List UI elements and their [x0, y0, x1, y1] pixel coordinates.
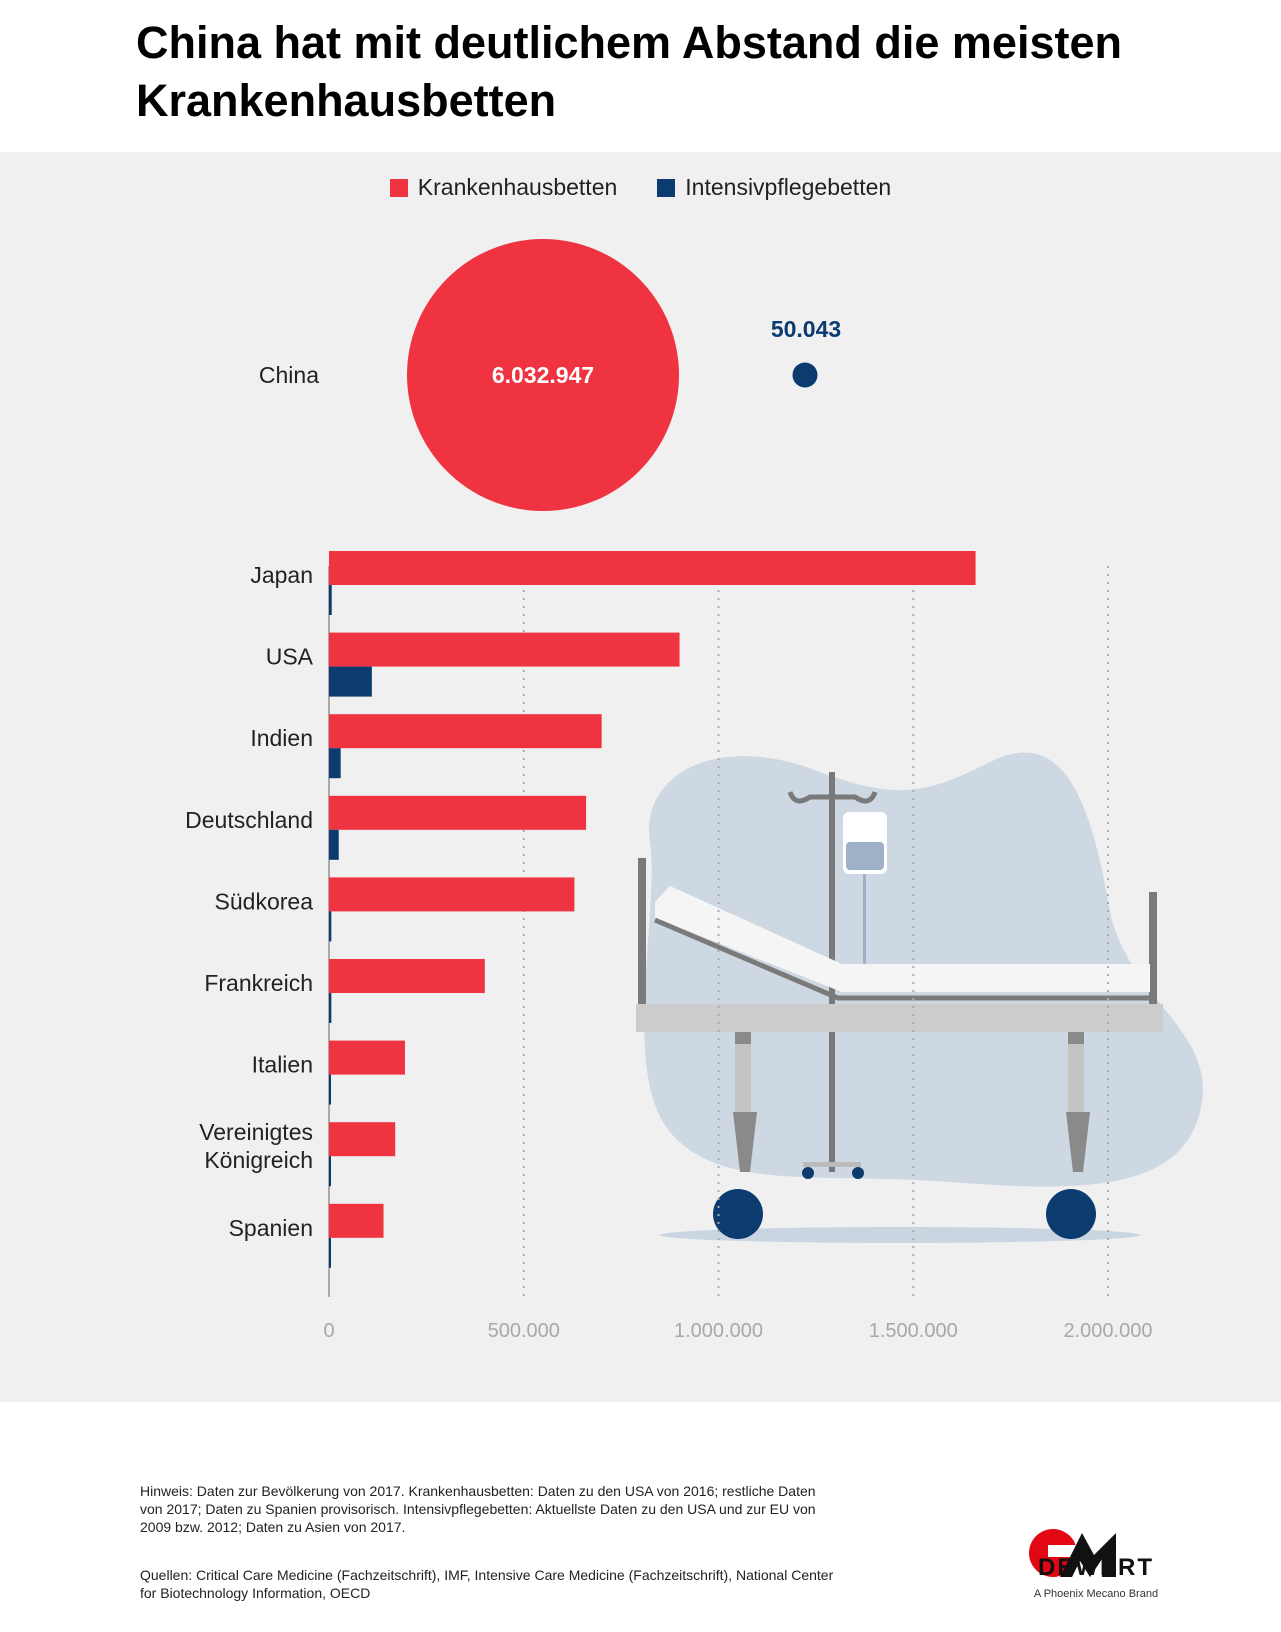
logo-notch	[1048, 1545, 1078, 1557]
bar-krankenhausbetten	[329, 1203, 384, 1238]
bed-frame	[636, 1004, 1163, 1032]
category-label: Spanien	[229, 1215, 313, 1241]
bed-rail-right	[1149, 892, 1157, 1008]
iv-tube	[863, 874, 866, 974]
china-label: China	[259, 362, 319, 388]
x-tick-label: 1.000.000	[674, 1320, 763, 1342]
bed-wheel-left	[713, 1189, 763, 1239]
bed-leg-joint	[735, 1032, 751, 1044]
category-label: USA	[266, 644, 314, 670]
bed-rail-left	[638, 858, 646, 1008]
logo-m-shape	[1060, 1533, 1116, 1577]
bar-intensivpflegebetten	[329, 1156, 331, 1187]
footnote: Hinweis: Daten zur Bevölkerung von 2017.…	[140, 1483, 816, 1535]
bar-intensivpflegebetten	[329, 585, 332, 615]
x-tick-label: 500.000	[488, 1320, 560, 1342]
bar-intensivpflegebetten	[329, 748, 341, 779]
bar-krankenhausbetten	[329, 795, 587, 830]
category-label: Königreich	[204, 1147, 313, 1173]
bar-intensivpflegebetten	[329, 1074, 331, 1105]
china-bubbles: 6.032.947 50.043 China	[259, 239, 841, 511]
china-beds-value: 6.032.947	[492, 362, 594, 388]
page-title: China hat mit deutlichem Abstand die mei…	[136, 17, 1122, 126]
bed-backrest-line	[654, 917, 1150, 1001]
bar-intensivpflegebetten	[329, 993, 332, 1023]
iv-base	[803, 1162, 861, 1167]
bar-krankenhausbetten	[329, 959, 485, 993]
bed-caster-right	[1066, 1112, 1090, 1172]
chart: Japan USA Indien Deutschland Südkorea Frankre…	[185, 239, 1203, 1342]
category-label: Südkorea	[215, 888, 314, 914]
iv-fluid	[846, 842, 884, 870]
bar-series: Japan USA Indien Deutschland Südkorea Frankre…	[185, 551, 976, 1268]
logo-tagline: A Phoenix Mecano Brand	[1033, 1588, 1159, 1600]
chart-panel: Japan USA Indien Deutschland Südkorea Frankre…	[0, 152, 1281, 1402]
legend-label-beds: Krankenhausbetten	[417, 174, 618, 200]
iv-wheel	[802, 1167, 814, 1179]
legend-swatch-icu	[657, 178, 676, 197]
legend-label-icu: Intensivpflegebetten	[685, 174, 892, 200]
bed-caster-left	[733, 1112, 757, 1172]
bed-wheel-right	[1046, 1189, 1096, 1239]
bar-intensivpflegebetten	[329, 666, 372, 697]
x-tick-label: 2.000.000	[1064, 1320, 1153, 1342]
bar-intensivpflegebetten	[329, 829, 339, 860]
illustration-shadow	[660, 1227, 1140, 1243]
x-tick-label: 0	[323, 1320, 334, 1342]
category-label: Italien	[252, 1052, 313, 1078]
bar-krankenhausbetten	[329, 1122, 396, 1157]
bed-mattress	[655, 886, 1150, 992]
bar-intensivpflegebetten	[329, 911, 332, 942]
category-label: Deutschland	[185, 807, 313, 833]
bar-krankenhausbetten	[329, 1040, 405, 1075]
legend: Krankenhausbetten Intensivpflegebetten	[0, 174, 1281, 201]
category-label: Japan	[250, 562, 313, 588]
bar-intensivpflegebetten	[329, 1237, 331, 1268]
bed-leg-left	[735, 1032, 751, 1122]
legend-swatch-beds	[389, 178, 408, 197]
bed-leg-right	[1068, 1032, 1084, 1122]
bed-leg-joint	[1068, 1032, 1084, 1044]
logo-wordmark: DEWERT	[1038, 1554, 1154, 1581]
china-icu-value: 50.043	[771, 316, 841, 342]
sources: Quellen: Critical Care Medicine (Fachzei…	[140, 1567, 834, 1601]
china-beds-bubble	[407, 239, 679, 511]
iv-hook	[787, 791, 878, 804]
category-label: Indien	[250, 725, 313, 751]
bar-krankenhausbetten	[329, 877, 575, 912]
legend-item-beds: Krankenhausbetten	[389, 174, 618, 201]
legend-item-icu: Intensivpflegebetten	[657, 174, 891, 201]
dewert-logo	[1029, 1529, 1116, 1577]
hospital-bed-illustration	[636, 752, 1203, 1243]
bar-krankenhausbetten	[329, 714, 602, 749]
x-tick-label: 1.500.000	[869, 1320, 958, 1342]
category-label: Frankreich	[204, 970, 313, 996]
iv-wheel	[852, 1167, 864, 1179]
bar-krankenhausbetten	[329, 632, 680, 667]
category-label: Vereinigtes	[199, 1119, 313, 1145]
bar-krankenhausbetten	[329, 551, 976, 585]
x-tick-labels: 0 500.000 1.000.000 1.500.000 2.000.000	[323, 1320, 1152, 1342]
china-icu-bubble	[792, 362, 818, 388]
